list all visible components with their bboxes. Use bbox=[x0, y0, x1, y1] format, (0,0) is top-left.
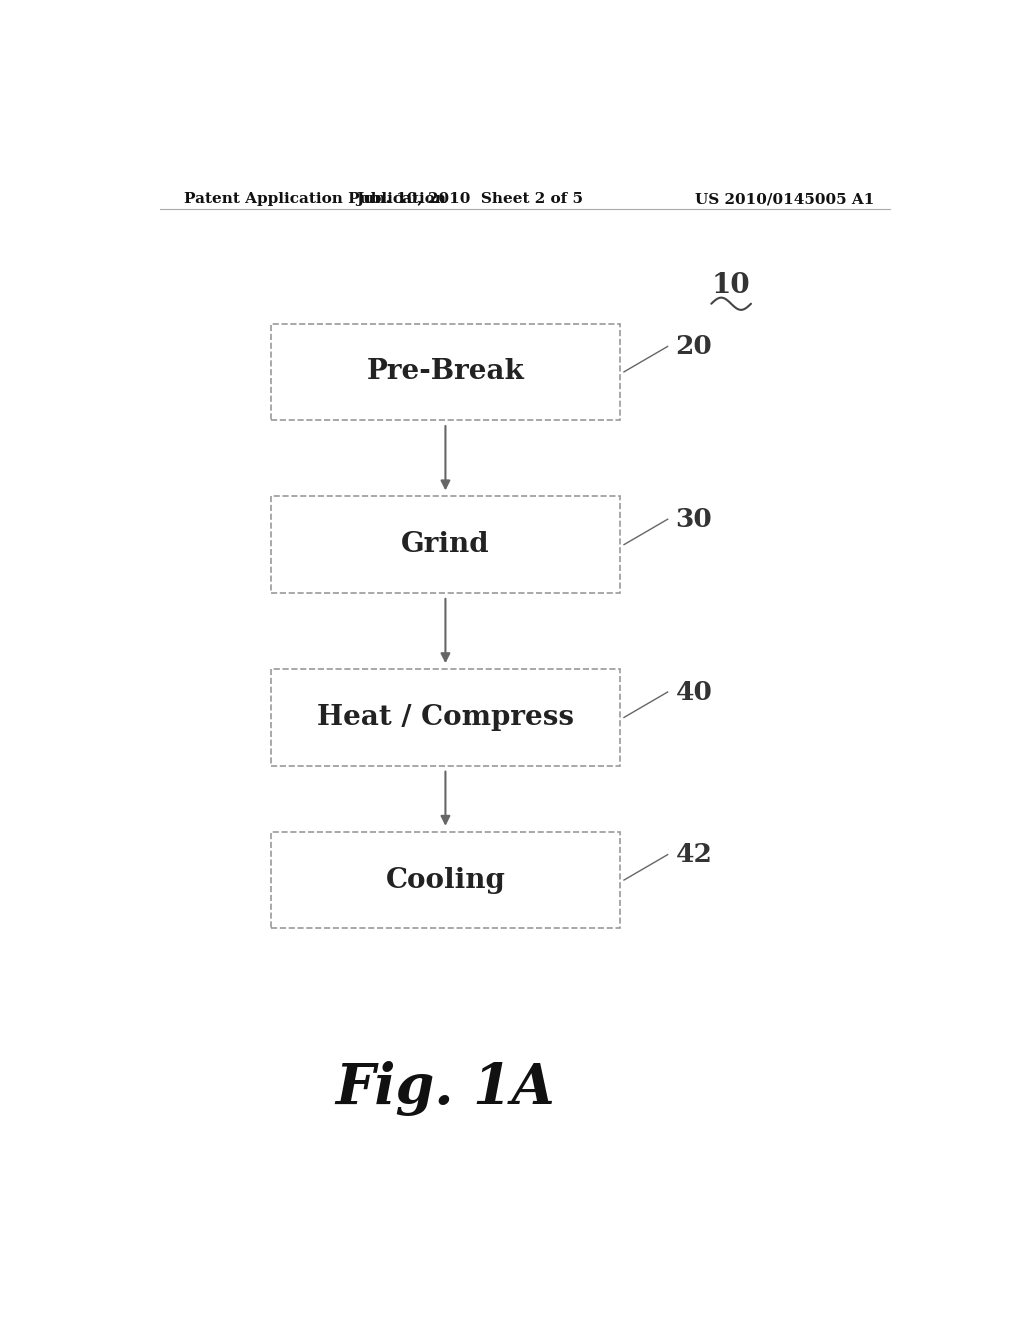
Bar bbox=[270, 323, 620, 420]
Bar bbox=[270, 496, 620, 593]
Text: 30: 30 bbox=[676, 507, 713, 532]
Text: Fig. 1A: Fig. 1A bbox=[336, 1061, 555, 1115]
Text: 40: 40 bbox=[676, 680, 713, 705]
Text: Jun. 10, 2010  Sheet 2 of 5: Jun. 10, 2010 Sheet 2 of 5 bbox=[355, 191, 583, 206]
Text: US 2010/0145005 A1: US 2010/0145005 A1 bbox=[694, 191, 873, 206]
Text: Grind: Grind bbox=[401, 531, 489, 558]
Text: 42: 42 bbox=[676, 842, 713, 867]
Text: Pre-Break: Pre-Break bbox=[367, 358, 524, 385]
Bar bbox=[270, 832, 620, 928]
Text: 10: 10 bbox=[712, 272, 751, 298]
Text: Heat / Compress: Heat / Compress bbox=[317, 704, 573, 731]
Bar bbox=[270, 669, 620, 766]
Text: Cooling: Cooling bbox=[385, 866, 506, 894]
Text: 20: 20 bbox=[676, 334, 713, 359]
Text: Patent Application Publication: Patent Application Publication bbox=[183, 191, 445, 206]
